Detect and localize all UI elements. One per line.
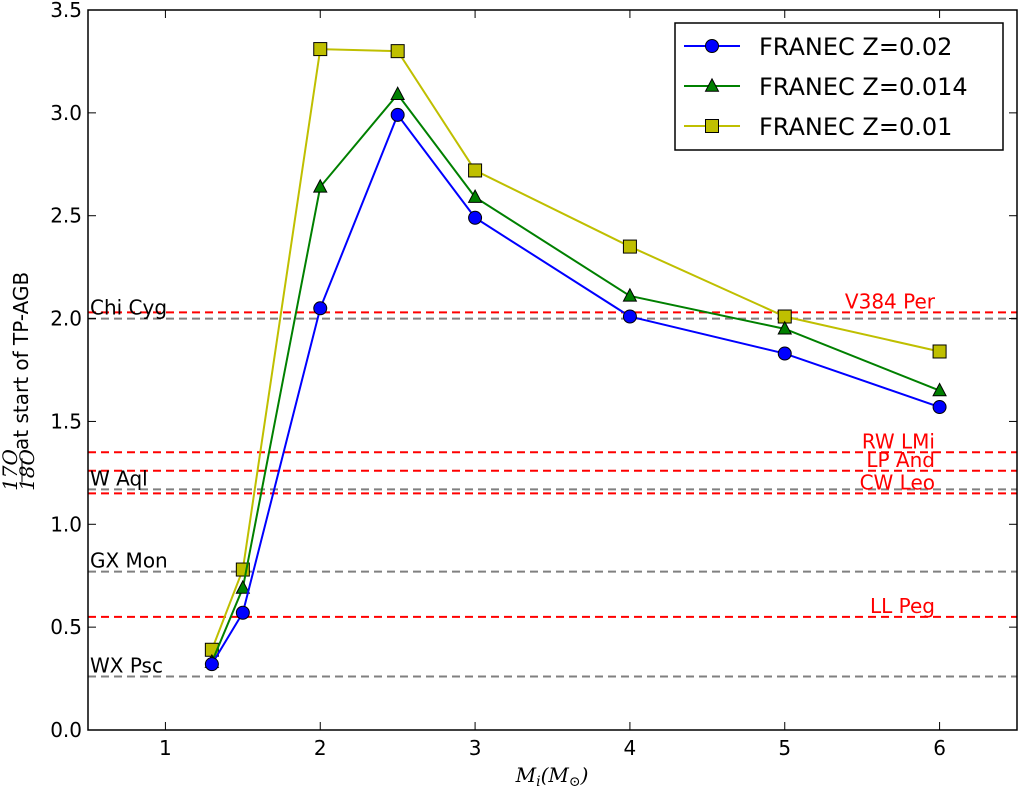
series-line-0 — [211, 112, 940, 665]
series-1-point-3 — [390, 86, 405, 101]
series-0-point-5 — [622, 309, 637, 324]
ref-label-chi-cyg: Chi Cyg — [90, 296, 167, 320]
x-tick-label-5: 5 — [778, 736, 791, 760]
series-2-point-5 — [622, 239, 637, 254]
y-axis-fraction-denominator: 18O — [15, 449, 39, 491]
x-tick-label-6: 6 — [933, 736, 946, 760]
series-1-point-6 — [777, 320, 793, 335]
x-axis-title-close: ) — [580, 763, 589, 787]
series-2-point-3 — [390, 44, 405, 59]
series-0-point-3 — [390, 107, 405, 122]
series-line-2 — [210, 48, 940, 651]
series-2-point-2 — [313, 42, 328, 57]
series-1-point-5 — [622, 287, 638, 302]
series-0-point-4 — [468, 210, 483, 225]
ref-label-ll-peg: LL Peg — [870, 594, 935, 618]
series-1-point-2 — [312, 178, 328, 193]
series-0-point-6 — [777, 346, 792, 361]
axes — [87, 9, 1018, 731]
series-2-point-4 — [468, 163, 483, 178]
ref-label-v384-per: V384 Per — [845, 289, 936, 313]
reference-labels: Chi Cyg W Aql GX Mon WX Psc V384 Per RW LMiLP… — [90, 289, 936, 677]
y-tick-label-3: 3.0 — [50, 101, 82, 125]
ref-label-rw-lmi: RW LMi — [862, 429, 935, 453]
legend-label-2: FRANEC Z=0.01 — [759, 113, 952, 141]
series-1-point-4 — [467, 188, 483, 203]
legend-marker-0 — [705, 39, 719, 53]
ref-label-w-aql: W Aql — [90, 466, 148, 490]
y-tick-label-2.5: 2.5 — [50, 204, 82, 228]
series-0 — [204, 107, 947, 672]
series-0-point-7 — [932, 400, 947, 415]
ref-label-gx-mon: GX Mon — [90, 549, 168, 573]
series-2-point-7 — [932, 344, 947, 359]
legend-marker-2 — [705, 119, 719, 133]
series-1-point-7 — [932, 382, 947, 397]
x-axis-title-sub: i — [536, 774, 540, 789]
series-0-point-0 — [204, 657, 219, 672]
series-0-point-2 — [313, 301, 328, 316]
series-layer — [204, 42, 947, 672]
y-tick-label-3.5: 3.5 — [50, 0, 82, 22]
x-tick-label-2: 2 — [314, 736, 327, 760]
plot-frame — [87, 9, 1018, 731]
ref-label-wx-psc: WX Psc — [90, 654, 163, 678]
series-2 — [204, 42, 947, 657]
legend-entry-1: FRANEC Z=0.014 — [684, 73, 968, 101]
y-tick-label-1.5: 1.5 — [50, 409, 82, 433]
x-axis-title-sun: ⊙ — [569, 774, 581, 789]
x-axis-title: Mi(M⊙) — [515, 763, 589, 789]
series-0-point-1 — [235, 605, 250, 620]
y-axis-title: 17O 18O at start of TP-AGB — [0, 272, 39, 491]
x-axis-title-paren: (M — [541, 763, 570, 787]
y-tick-label-0.5: 0.5 — [50, 615, 82, 639]
x-tick-label-1: 1 — [159, 736, 172, 760]
legend-label-1: FRANEC Z=0.014 — [759, 73, 968, 101]
reference-lines — [88, 311, 1017, 678]
ticks: 1 2 3 4 5 6 0.0 0.5 1.0 1.5 2.0 2.5 3.0 3.5 — [50, 0, 1017, 760]
y-tick-label-1: 1.0 — [50, 512, 82, 536]
y-axis-title-text: at start of TP-AGB — [9, 272, 33, 450]
series-line-1 — [210, 92, 940, 663]
x-tick-label-3: 3 — [469, 736, 482, 760]
legend-marker-1 — [704, 77, 720, 92]
legend-entry-0: FRANEC Z=0.02 — [684, 33, 952, 61]
series-1-point-1 — [235, 579, 251, 594]
ref-label-cw-leo: CW Leo — [860, 470, 935, 494]
legend-label-0: FRANEC Z=0.02 — [759, 33, 952, 61]
x-tick-label-4: 4 — [624, 736, 637, 760]
y-tick-label-2: 2.0 — [50, 307, 82, 331]
y-tick-label-0: 0.0 — [50, 718, 82, 742]
ref-label-lp-and: LP And — [866, 448, 935, 472]
legend: FRANEC Z=0.02 FRANEC Z=0.014 FRANEC Z=0.01 — [674, 22, 1004, 151]
x-axis-title-main: M — [515, 763, 537, 787]
series-1 — [204, 86, 947, 668]
legend-entry-2: FRANEC Z=0.01 — [684, 113, 952, 141]
y-axis-fraction-numerator: 17O — [0, 449, 22, 491]
